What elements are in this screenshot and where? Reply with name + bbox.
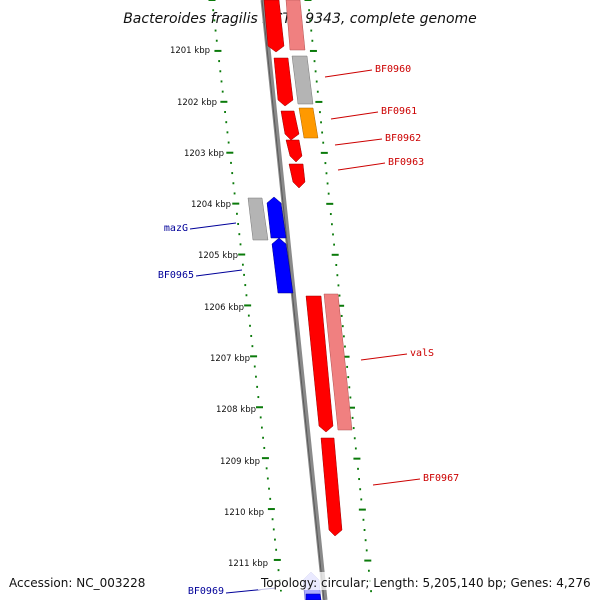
gene-BF0963[interactable] xyxy=(288,163,306,189)
gene-BF0969[interactable] xyxy=(305,593,322,600)
label-mazG[interactable]: mazG xyxy=(164,223,188,234)
gene-pseudo[interactable] xyxy=(285,0,306,51)
gene-valS-pseudo[interactable] xyxy=(323,293,353,431)
kbp-label: 1204 kbp xyxy=(191,200,231,210)
kbp-label: 1211 kbp xyxy=(228,559,268,569)
gene-BF0960-gray[interactable] xyxy=(291,55,314,105)
gene-labels: BF0960 BF0961 BF0962 BF0963 mazG BF0965 … xyxy=(158,64,459,597)
gene-BF0962[interactable] xyxy=(285,139,303,163)
gene-BF0967[interactable] xyxy=(320,437,343,537)
label-BF0969[interactable]: BF0969 xyxy=(188,586,224,597)
kbp-ruler-left xyxy=(208,0,282,592)
kbp-scale-labels: 1201 kbp 1202 kbp 1203 kbp 1204 kbp 1205… xyxy=(170,46,268,569)
label-BF0967[interactable]: BF0967 xyxy=(423,473,459,484)
gene-BF0960[interactable] xyxy=(273,57,294,107)
kbp-label: 1205 kbp xyxy=(198,251,238,261)
label-BF0962[interactable]: BF0962 xyxy=(385,133,421,144)
gene-valS[interactable] xyxy=(305,295,334,433)
kbp-label: 1208 kbp xyxy=(216,405,256,415)
kbp-label: 1201 kbp xyxy=(170,46,210,56)
kbp-label: 1203 kbp xyxy=(184,149,224,159)
label-BF0963[interactable]: BF0963 xyxy=(388,157,424,168)
gene-BF0961-orange[interactable] xyxy=(298,107,319,139)
accession-text: Accession: NC_003228 xyxy=(9,576,145,590)
kbp-ruler-right xyxy=(304,0,372,593)
kbp-label: 1209 kbp xyxy=(220,457,260,467)
genome-backbone xyxy=(260,0,328,600)
gene-forward[interactable] xyxy=(263,0,285,53)
kbp-label: 1206 kbp xyxy=(204,303,244,313)
kbp-label: 1207 kbp xyxy=(210,354,250,364)
gene-BF0965[interactable] xyxy=(271,237,294,294)
gene-mazG-gray[interactable] xyxy=(247,197,269,241)
label-BF0961[interactable]: BF0961 xyxy=(381,106,417,117)
gene-BF0961[interactable] xyxy=(280,110,300,141)
kbp-label: 1210 kbp xyxy=(224,508,264,518)
gene-track xyxy=(247,0,353,600)
label-valS[interactable]: valS xyxy=(410,348,434,359)
gene-mazG[interactable] xyxy=(266,196,287,239)
topology-text: Topology: circular; Length: 5,205,140 bp… xyxy=(260,576,591,590)
label-BF0960[interactable]: BF0960 xyxy=(375,64,411,75)
kbp-label: 1202 kbp xyxy=(177,98,217,108)
footer: Accession: NC_003228 Topology: circular;… xyxy=(9,572,594,590)
label-BF0965[interactable]: BF0965 xyxy=(158,270,194,281)
